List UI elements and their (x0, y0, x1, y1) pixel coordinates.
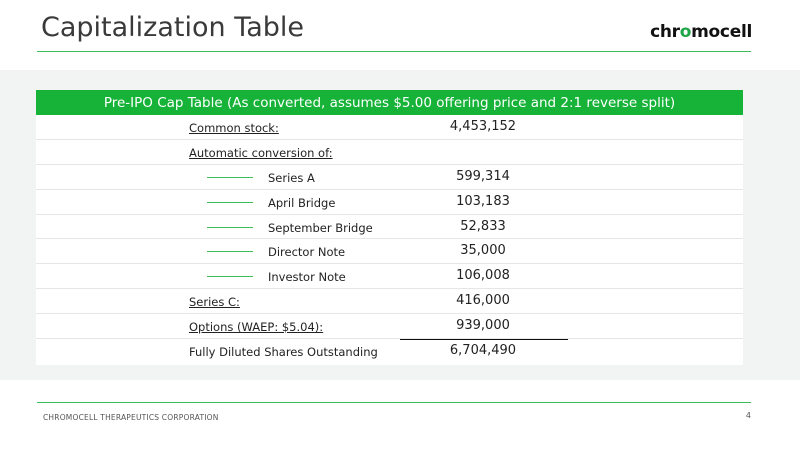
logo-text-suffix: mocell (691, 22, 752, 42)
footer-divider (37, 402, 751, 403)
row-label: Options (WAEP: $5.04): (189, 320, 324, 335)
row-label: Common stock: (189, 121, 279, 135)
row-label: Automatic conversion of: (189, 145, 333, 160)
row-label: Investor Note (268, 270, 346, 285)
table-row: Automatic conversion of: (36, 140, 743, 165)
table-row: Investor Note 106,008 (36, 264, 743, 290)
title-divider (37, 51, 751, 52)
table-row: April Bridge 103,183 (36, 190, 743, 215)
table-row: September Bridge 52,833 (36, 215, 743, 240)
indent-dash (207, 201, 253, 203)
indent-dash (207, 226, 253, 228)
row-value: 599,314 (456, 168, 510, 184)
row-label: Fully Diluted Shares Outstanding (189, 345, 378, 360)
row-label: Director Note (268, 245, 346, 260)
page-number: 4 (745, 411, 751, 420)
table-row: Series C: 416,000 (36, 289, 743, 315)
total-rule (400, 339, 568, 341)
row-value: 6,704,490 (449, 343, 517, 359)
table-row-total: Fully Diluted Shares Outstanding 6,704,4… (36, 339, 743, 364)
chromocell-logo: chromocell (650, 22, 752, 42)
row-value: 103,183 (456, 193, 510, 209)
row-label: Series C: (189, 295, 240, 310)
row-value: 416,000 (456, 293, 510, 309)
row-label: Series A (268, 170, 315, 185)
logo-accent-letter: o (679, 22, 692, 42)
cap-table-header: Pre-IPO Cap Table (As converted, assumes… (36, 90, 743, 115)
row-value: 35,000 (460, 243, 506, 259)
table-row: Series A 599,314 (36, 165, 743, 190)
indent-dash (207, 251, 253, 253)
slide-title: Capitalization Table (41, 12, 305, 43)
footer-company-name: CHROMOCELL THERAPEUTICS CORPORATION (43, 413, 219, 422)
cap-table: Pre-IPO Cap Table (As converted, assumes… (36, 90, 743, 365)
row-label: April Bridge (268, 195, 336, 210)
table-row: Options (WAEP: $5.04): 939,000 (36, 314, 743, 340)
row-value: 4,453,152 (449, 119, 517, 134)
indent-dash (207, 276, 253, 278)
indent-dash (207, 176, 253, 178)
logo-text-prefix: chr (650, 22, 680, 42)
row-value: 939,000 (456, 318, 510, 334)
row-value: 52,833 (460, 218, 506, 234)
row-value: 106,008 (456, 268, 510, 284)
table-row: Director Note 35,000 (36, 239, 743, 265)
row-label: September Bridge (268, 220, 373, 235)
table-row: Common stock: 4,453,152 (36, 115, 743, 140)
